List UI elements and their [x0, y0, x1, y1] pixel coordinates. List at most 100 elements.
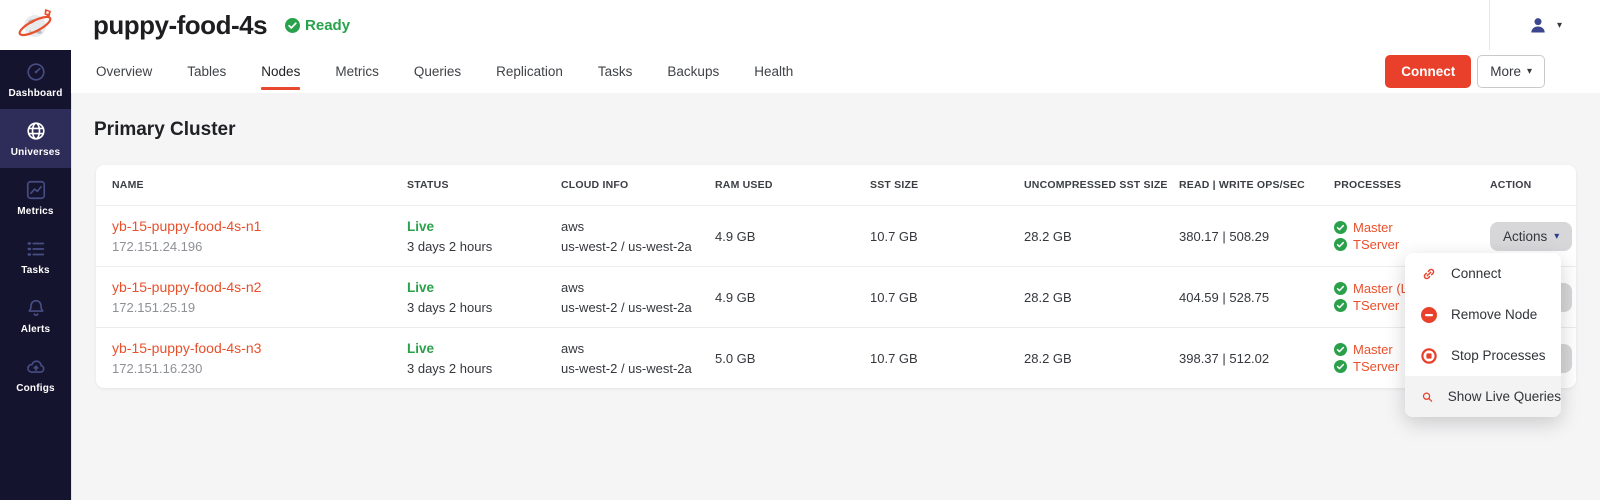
bell-icon	[25, 297, 47, 319]
menu-item-label: Show Live Queries	[1447, 389, 1561, 404]
user-icon	[1531, 18, 1545, 33]
tab-nodes[interactable]: Nodes	[261, 50, 301, 93]
nodes-table-card: Name Status Cloud Info RAM Used SST Size…	[96, 165, 1576, 388]
tab-overview[interactable]: Overview	[96, 64, 153, 79]
cloud-upload-icon	[25, 356, 47, 378]
header-top: puppy-food-4s Ready ▾	[71, 0, 1600, 50]
actions-dropdown-menu: Connect Remove Node Stop Processes Show …	[1405, 253, 1561, 417]
tab-metrics[interactable]: Metrics	[335, 64, 379, 79]
process-tserver: TServer	[1334, 237, 1490, 252]
column-header-processes: Processes	[1334, 179, 1402, 191]
sidebar-item-metrics[interactable]: Metrics	[0, 168, 71, 227]
chart-line-icon	[25, 179, 47, 201]
sidebar-item-universes[interactable]: Universes	[0, 109, 71, 168]
sst-size: 10.7 GB	[870, 228, 918, 244]
sidebar-item-label: Tasks	[21, 264, 50, 276]
actions-button-label: Actions	[1503, 228, 1548, 244]
tab-health[interactable]: Health	[754, 64, 794, 79]
sidebar-item-tasks[interactable]: Tasks	[0, 227, 71, 286]
read-write-ops: 380.17 | 508.29	[1179, 228, 1270, 244]
sidebar: Dashboard Universes Metrics Tasks	[0, 0, 71, 500]
content-area: Primary Cluster Name Status Cloud Info R…	[71, 93, 1600, 500]
node-name-link[interactable]: yb-15-puppy-food-4s-n1	[112, 218, 262, 234]
globe-icon	[25, 120, 47, 142]
process-master: Master	[1334, 342, 1490, 357]
cloud-provider: aws	[561, 279, 585, 295]
cloud-region: us-west-2 / us-west-2a	[561, 360, 692, 376]
remove-node-icon	[1421, 306, 1437, 323]
tab-backups[interactable]: Backups	[667, 64, 720, 79]
sst-size: 10.7 GB	[870, 350, 918, 366]
more-button-label: More	[1490, 64, 1521, 79]
menu-item-label: Remove Node	[1451, 307, 1538, 322]
check-circle-icon	[285, 17, 301, 33]
column-header-ram-used: RAM Used	[715, 179, 773, 191]
ram-used: 4.9 GB	[715, 289, 756, 305]
chevron-down-icon: ▾	[1556, 19, 1563, 31]
column-header-status: Status	[407, 179, 449, 191]
yugabyte-logo-icon	[18, 9, 51, 37]
stop-processes-icon	[1421, 347, 1437, 364]
header: puppy-food-4s Ready ▾ Overview Tables No…	[71, 0, 1600, 93]
table-body: yb-15-puppy-food-4s-n1 172.151.24.196 Li…	[96, 205, 1576, 388]
menu-item-label: Connect	[1451, 266, 1502, 281]
tab-tasks[interactable]: Tasks	[597, 64, 633, 79]
sidebar-item-configs[interactable]: Configs	[0, 345, 71, 404]
column-header-sst-size: SST Size	[870, 179, 919, 191]
menu-item-show-live-queries[interactable]: Show Live Queries	[1405, 376, 1561, 417]
node-status: Live	[407, 340, 435, 356]
ram-used: 4.9 GB	[715, 228, 756, 244]
node-uptime: 3 days 2 hours	[407, 360, 493, 376]
more-button[interactable]: More ▾	[1477, 55, 1545, 88]
section-title: Primary Cluster	[94, 119, 236, 140]
menu-item-label: Stop Processes	[1451, 348, 1546, 363]
table-row: yb-15-puppy-food-4s-n2 172.151.25.19 Liv…	[96, 266, 1576, 327]
node-name-link[interactable]: yb-15-puppy-food-4s-n2	[112, 279, 262, 295]
process-label: Master	[1353, 220, 1393, 235]
column-header-name: Name	[112, 179, 144, 191]
column-header-cloud-info: Cloud Info	[561, 179, 629, 191]
sidebar-item-alerts[interactable]: Alerts	[0, 286, 71, 345]
node-status: Live	[407, 218, 435, 234]
universe-tabs: Overview Tables Nodes Metrics Queries Re…	[96, 50, 793, 93]
app-logo[interactable]	[0, 0, 71, 50]
check-circle-icon	[1334, 221, 1347, 234]
page-title: puppy-food-4s	[93, 9, 268, 40]
uncompressed-sst-size: 28.2 GB	[1024, 350, 1072, 366]
process-tserver: TServer	[1334, 359, 1490, 374]
node-ip: 172.151.24.196	[112, 239, 203, 254]
sidebar-item-dashboard[interactable]: Dashboard	[0, 50, 71, 109]
sidebar-item-label: Dashboard	[8, 87, 63, 99]
check-circle-icon	[1334, 299, 1347, 312]
tab-replication[interactable]: Replication	[496, 64, 563, 79]
user-menu-button[interactable]: ▾	[1489, 0, 1600, 50]
connect-button[interactable]: Connect	[1385, 55, 1472, 88]
column-header-action: Action	[1490, 179, 1532, 191]
table-row: yb-15-puppy-food-4s-n3 172.151.16.230 Li…	[96, 327, 1576, 388]
tab-tables[interactable]: Tables	[187, 64, 227, 79]
sst-size: 10.7 GB	[870, 289, 918, 305]
chevron-down-icon: ▾	[1554, 230, 1560, 242]
menu-item-remove-node[interactable]: Remove Node	[1405, 294, 1561, 335]
process-label: TServer	[1353, 298, 1400, 313]
dashboard-gauge-icon	[25, 61, 47, 83]
actions-button[interactable]: Actions ▾	[1490, 221, 1573, 251]
chevron-down-icon: ▾	[1526, 66, 1532, 77]
menu-item-connect[interactable]: Connect	[1405, 253, 1561, 294]
table-row: yb-15-puppy-food-4s-n1 172.151.24.196 Li…	[96, 205, 1576, 266]
check-circle-icon	[1334, 238, 1347, 251]
header-buttons: Connect More ▾	[1385, 55, 1545, 88]
cloud-region: us-west-2 / us-west-2a	[561, 299, 692, 315]
node-uptime: 3 days 2 hours	[407, 238, 493, 254]
column-header-read-write-ops: Read | Write Ops/sec	[1179, 179, 1305, 191]
menu-item-stop-processes[interactable]: Stop Processes	[1405, 335, 1561, 376]
status-badge: Ready	[285, 17, 350, 34]
tab-queries[interactable]: Queries	[413, 64, 462, 79]
check-circle-icon	[1334, 282, 1347, 295]
node-status: Live	[407, 279, 435, 295]
search-icon	[1422, 392, 1433, 402]
ram-used: 5.0 GB	[715, 350, 756, 366]
column-header-uncompressed-sst-size: Uncompressed SST Size	[1024, 179, 1168, 191]
node-name-link[interactable]: yb-15-puppy-food-4s-n3	[112, 340, 262, 356]
sidebar-item-label: Configs	[16, 382, 55, 394]
